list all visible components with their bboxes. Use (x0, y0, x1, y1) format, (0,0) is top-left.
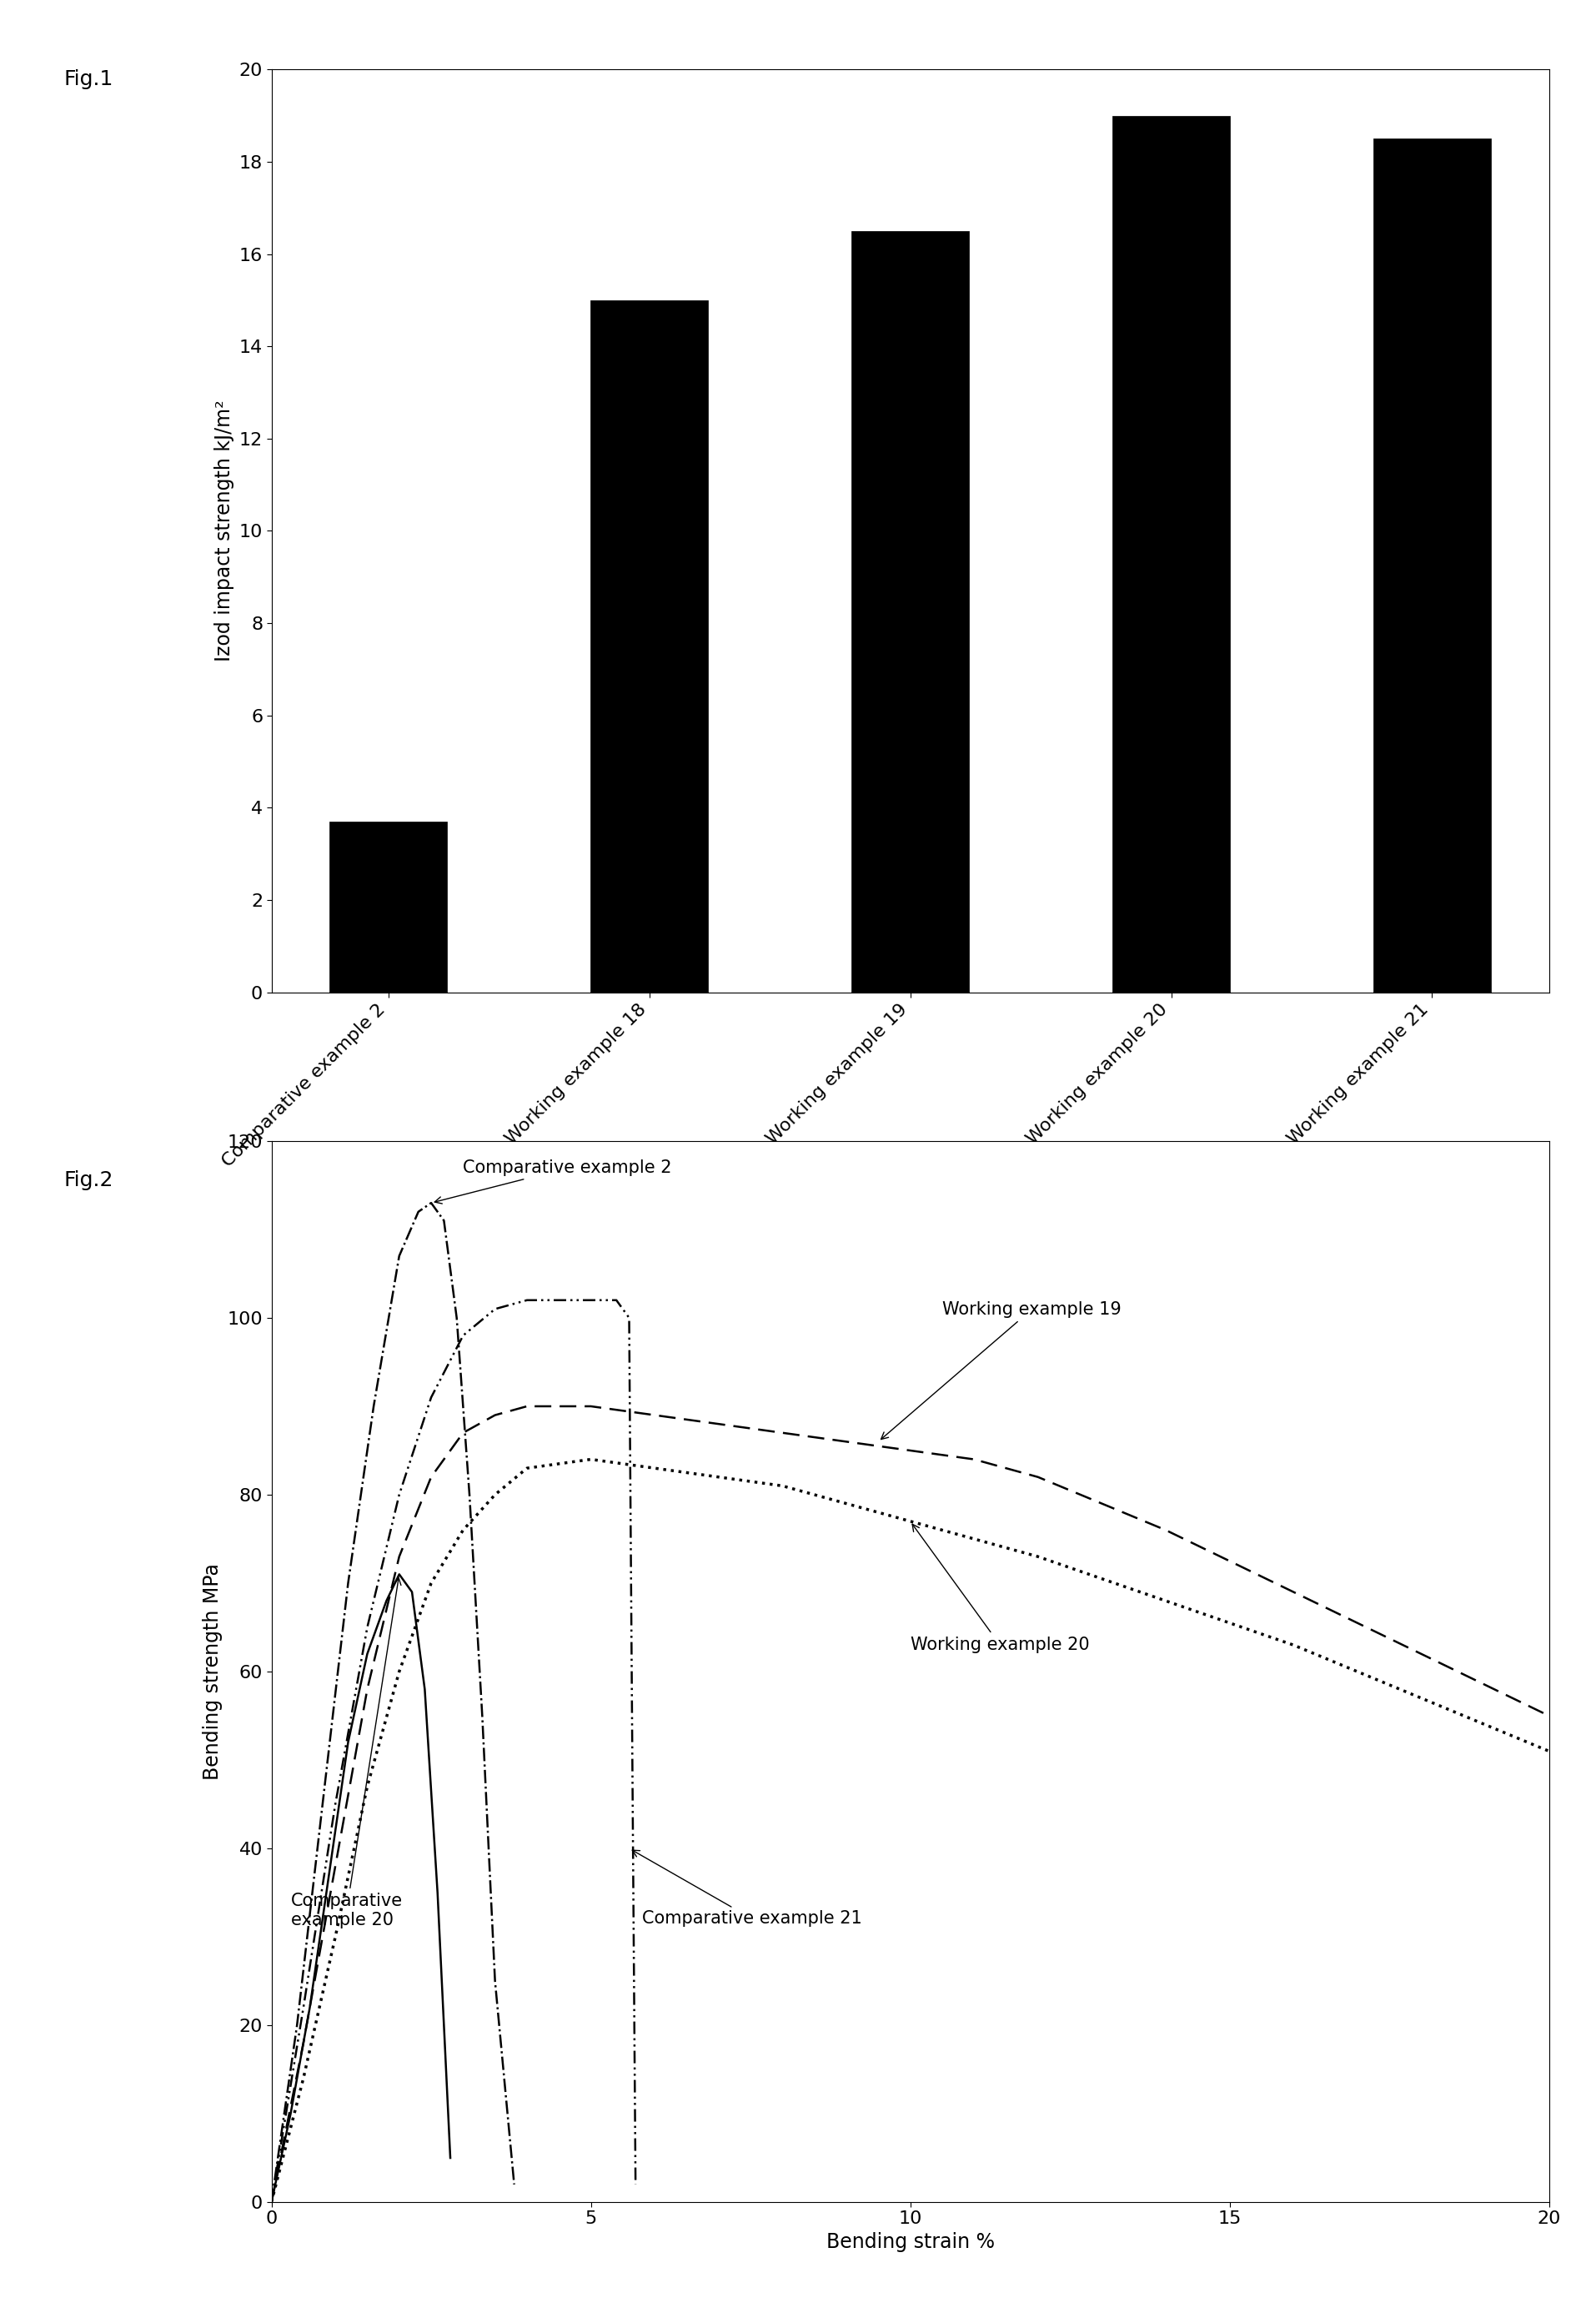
Y-axis label: Bending strength MPa: Bending strength MPa (203, 1562, 222, 1780)
Y-axis label: Izod impact strength kJ/m²: Izod impact strength kJ/m² (214, 401, 235, 661)
Bar (591, 301, 707, 992)
Bar (851, 232, 969, 992)
X-axis label: Bending strain %: Bending strain % (825, 2232, 994, 2253)
Bar (1373, 139, 1491, 992)
Text: Working example 19: Working example 19 (881, 1300, 1120, 1439)
Text: Comparative example 21: Comparative example 21 (632, 1850, 862, 1926)
Text: Fig.2: Fig.2 (64, 1171, 113, 1191)
Text: Comparative
example 20: Comparative example 20 (290, 1579, 402, 1929)
Text: Comparative example 2: Comparative example 2 (434, 1159, 672, 1203)
Text: Working example 20: Working example 20 (910, 1525, 1088, 1653)
Bar (329, 821, 447, 992)
Bar (1112, 116, 1229, 992)
Text: Fig.1: Fig.1 (64, 70, 113, 90)
